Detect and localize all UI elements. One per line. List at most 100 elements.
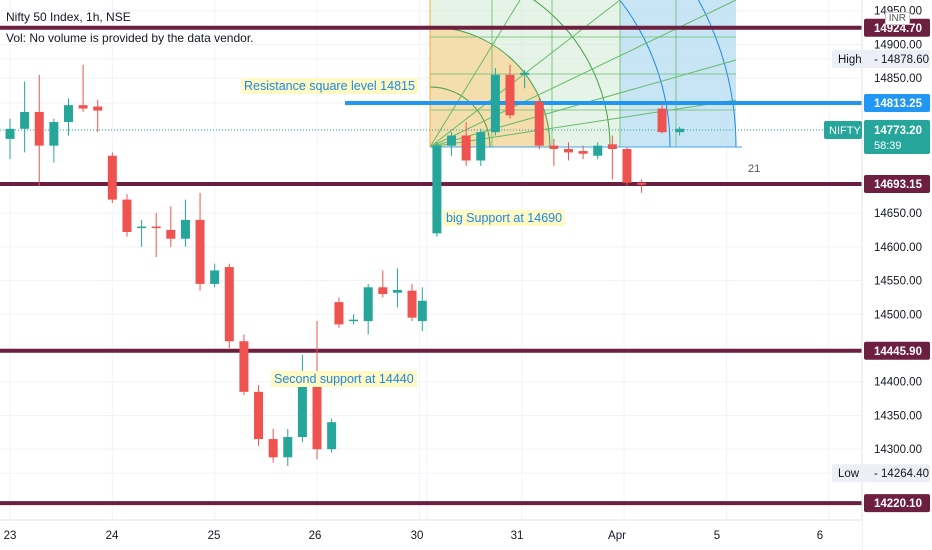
candle-body bbox=[549, 145, 559, 150]
support2-price-tag-bg bbox=[864, 341, 930, 360]
candle-body bbox=[312, 374, 322, 450]
gann-arc bbox=[618, 0, 671, 148]
candle-body bbox=[166, 229, 176, 239]
gann-count-label: 21 bbox=[748, 163, 760, 175]
candle-body bbox=[327, 422, 337, 450]
bottom-price-tag-bg bbox=[864, 494, 930, 513]
support1-price-tag-bg bbox=[864, 174, 930, 193]
time-tick-label: 31 bbox=[511, 530, 524, 542]
price-axis: 14300.00 14350.00 14400.00 14500.00 14550.00… bbox=[824, 0, 932, 550]
candle-body bbox=[239, 341, 249, 392]
symbol-legend[interactable]: Nifty 50 Index, 1h, NSE bbox=[6, 10, 131, 24]
time-tick-label: 6 bbox=[817, 530, 823, 542]
candle-body bbox=[657, 108, 667, 133]
time-tick-label: 24 bbox=[106, 530, 119, 542]
candle-body bbox=[447, 135, 457, 146]
time-axis-bg bbox=[0, 520, 862, 550]
gann-fan-line bbox=[429, 0, 521, 148]
time-tick-label: 5 bbox=[714, 530, 720, 542]
candle-body bbox=[107, 155, 117, 200]
nifty-tag-bg bbox=[824, 120, 862, 139]
candle-body bbox=[49, 122, 59, 146]
gann-arc bbox=[697, 0, 737, 148]
candle-body bbox=[195, 219, 205, 284]
time-tick-label: 23 bbox=[4, 530, 17, 542]
candle-body bbox=[63, 105, 73, 123]
price-tick-label: 14550.00 bbox=[874, 276, 922, 288]
candle-body bbox=[520, 72, 530, 75]
candle-body bbox=[637, 182, 647, 185]
candle-body bbox=[675, 128, 685, 133]
last-price-tag-bg bbox=[864, 119, 930, 154]
candle-body bbox=[490, 74, 500, 133]
candle-body bbox=[93, 106, 103, 111]
candle-body bbox=[505, 74, 515, 116]
candle-body bbox=[297, 374, 307, 438]
candle-body bbox=[563, 149, 573, 153]
resistance-annotation[interactable]: Resistance square level 14815 bbox=[241, 78, 418, 94]
candle-body bbox=[283, 437, 293, 458]
candle-body bbox=[378, 287, 388, 295]
gann-fan-line bbox=[429, 0, 737, 148]
candlestick-series bbox=[5, 64, 685, 467]
candle-body bbox=[5, 128, 15, 139]
nifty-tag: NIFTY bbox=[829, 125, 861, 137]
volume-legend: Vol: No volume is provided by the data v… bbox=[6, 31, 254, 45]
big-support-annotation[interactable]: big Support at 14690 bbox=[443, 210, 566, 226]
price-tick-label: 14400.00 bbox=[874, 377, 922, 389]
candle-body bbox=[224, 267, 234, 342]
candle-body bbox=[432, 145, 442, 234]
candle-body bbox=[349, 319, 359, 322]
candle-body bbox=[534, 101, 544, 146]
candle-body bbox=[122, 199, 132, 232]
price-axis-bg bbox=[862, 0, 932, 550]
candle-body bbox=[407, 290, 417, 318]
time-tick-label: 25 bbox=[208, 530, 221, 542]
candle-body bbox=[334, 302, 344, 325]
countdown-label: 58:39 bbox=[874, 140, 902, 152]
candle-body bbox=[254, 391, 264, 440]
candle-body bbox=[392, 289, 402, 293]
candle-body bbox=[622, 149, 632, 183]
currency-badge[interactable]: INR bbox=[884, 12, 910, 25]
candle-body bbox=[268, 439, 278, 458]
candle-body bbox=[34, 111, 44, 146]
bottom-price-tag: 14220.10 bbox=[874, 498, 922, 510]
last-price-tag: 14773.20 bbox=[874, 125, 922, 137]
low-tag-value: - 14264.40 bbox=[874, 468, 929, 480]
price-tick-label: 14350.00 bbox=[874, 410, 922, 422]
high-tag-bg bbox=[832, 49, 930, 68]
low-tag-label: Low bbox=[838, 468, 860, 480]
price-tick-label: 14850.00 bbox=[874, 73, 922, 85]
time-tick-label: Apr bbox=[608, 530, 626, 542]
time-axis: 23 24 25 26 30 31 Apr 5 6 bbox=[0, 519, 862, 550]
price-tick-label: 14900.00 bbox=[874, 39, 922, 51]
candle-body bbox=[476, 132, 486, 161]
candle-body bbox=[20, 111, 30, 129]
candle-body bbox=[137, 226, 147, 229]
candle-body bbox=[210, 270, 220, 284]
candle-body bbox=[151, 226, 161, 229]
low-tag-bg bbox=[832, 464, 930, 483]
price-tick-label: 14600.00 bbox=[874, 242, 922, 254]
blue-level-price-tag-bg bbox=[864, 93, 930, 112]
gann-arc-orange bbox=[430, 27, 550, 147]
support2-price-tag: 14445.90 bbox=[874, 346, 922, 358]
high-tag-value: - 14878.60 bbox=[874, 54, 929, 66]
price-tick-label: 14650.00 bbox=[874, 208, 922, 220]
second-support-annotation[interactable]: Second support at 14440 bbox=[271, 371, 417, 387]
gann-arc bbox=[532, 0, 611, 148]
candle-body bbox=[78, 105, 88, 109]
level-price-tag-bg bbox=[864, 18, 930, 37]
candle-body bbox=[180, 219, 190, 239]
level-price-tag: 14924.70 bbox=[874, 23, 922, 35]
candle-body bbox=[593, 145, 603, 156]
blue-level-price-tag: 14813.25 bbox=[874, 98, 923, 110]
price-tick-label: 14500.00 bbox=[874, 309, 922, 321]
high-tag-label: High bbox=[838, 54, 862, 66]
candle-body bbox=[607, 144, 617, 150]
candle-body bbox=[363, 287, 373, 322]
candle-body bbox=[578, 151, 588, 154]
support1-price-tag: 14693.15 bbox=[874, 179, 923, 191]
